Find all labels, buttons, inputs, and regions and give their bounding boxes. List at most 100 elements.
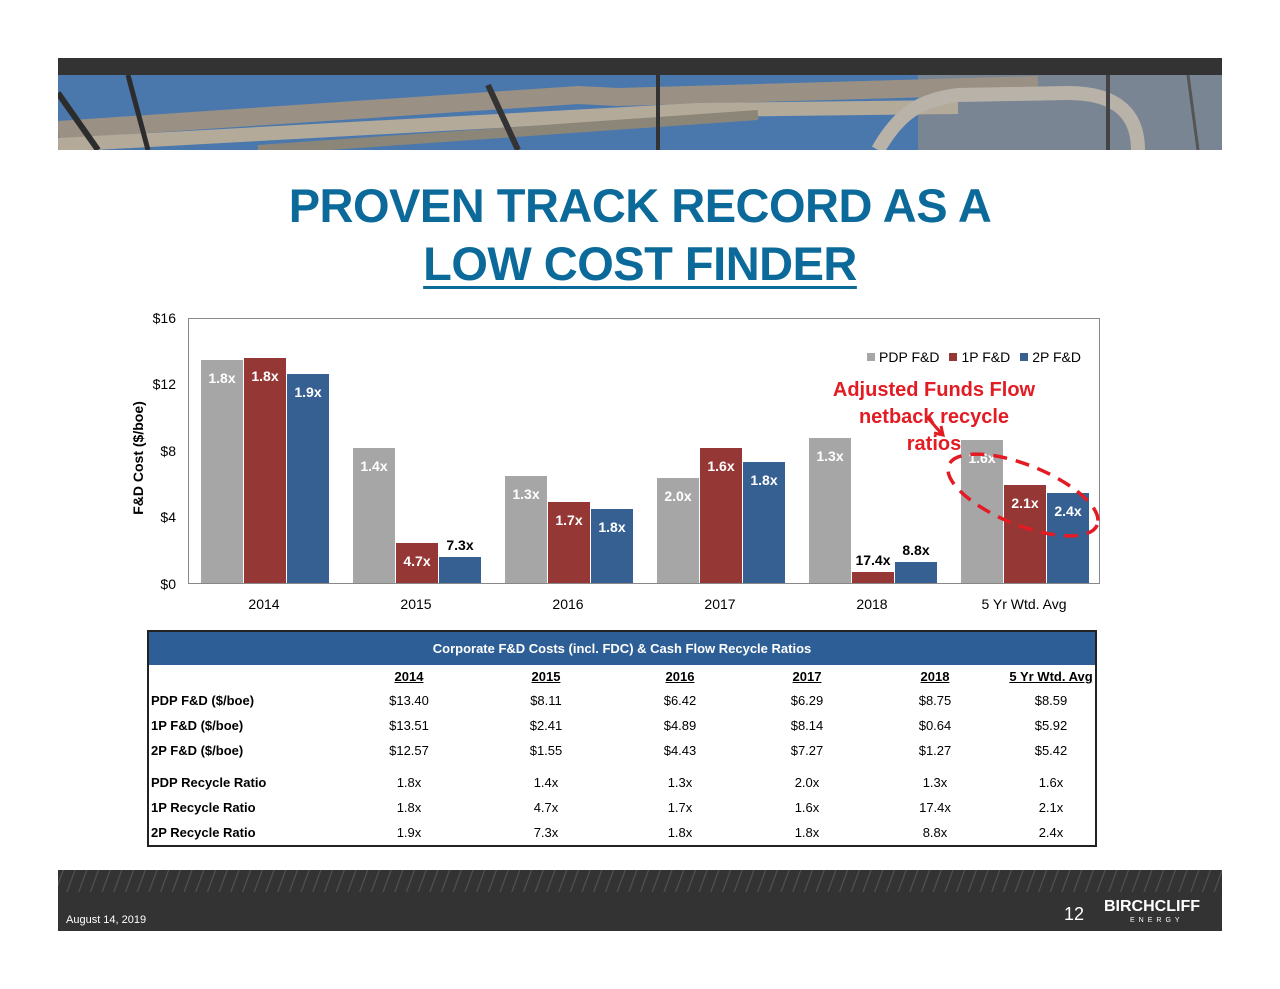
bar-1p-5: 2.1x: [1004, 485, 1046, 583]
bar-2p-1: 7.3x: [439, 537, 481, 583]
legend-item-2p: 2P F&D: [1020, 349, 1081, 365]
bar-recycle-ratio-label: 7.3x: [446, 537, 474, 553]
x-tick-label: 2015: [400, 596, 432, 612]
table-cell: $0.64: [918, 718, 952, 733]
bar-recycle-ratio-label: 1.8x: [251, 368, 279, 384]
table-header-row: 2014 2015 2016 2017 2018 5 Yr Wtd. Avg: [149, 665, 1095, 689]
table-cell: 1.8x: [396, 800, 422, 815]
slide-title-line1: PROVEN TRACK RECORD AS A: [288, 179, 992, 232]
bar-recycle-ratio-label: 2.4x: [1054, 503, 1082, 519]
table-cell: 2.1x: [1038, 800, 1064, 815]
table-cell: 1.8x: [667, 825, 693, 840]
legend-swatch-icon: [949, 353, 958, 361]
column-header: 2016: [665, 669, 695, 684]
table-cell: 1.6x: [794, 800, 820, 815]
bar-recycle-ratio-label: 1.8x: [598, 519, 626, 535]
bar-2p-2: 1.8x: [591, 509, 633, 583]
table-cell: 2.4x: [1038, 825, 1064, 840]
bar-1p-0: 1.8x: [244, 358, 286, 583]
bar-recycle-ratio-label: 1.9x: [294, 384, 322, 400]
table-cell: 1.9x: [396, 825, 422, 840]
legend-item-pdp: PDP F&D: [867, 349, 939, 365]
bar-pdp-0: 1.8x: [201, 360, 243, 583]
table-cell: $13.51: [389, 718, 429, 733]
y-tick: $0: [160, 576, 176, 592]
bar-2p-3: 1.8x: [743, 462, 785, 583]
bar-2p-4: 8.8x: [895, 542, 937, 583]
table-cell: $8.59: [1034, 693, 1068, 708]
y-tick: $4: [160, 509, 176, 525]
column-header: 2018: [920, 669, 950, 684]
table-row: 1P F&D ($/boe) $13.51 $2.41 $4.89 $8.14 $0.64…: [149, 714, 1095, 738]
footer-date: August 14, 2019: [66, 914, 147, 926]
bar-1p-1: 4.7x: [396, 543, 438, 583]
table-cell: $2.41: [529, 718, 563, 733]
table-cell: $13.40: [389, 693, 429, 708]
legend-swatch-icon: [1020, 353, 1029, 361]
table-cell: 4.7x: [533, 800, 559, 815]
chart-legend: PDP F&D 1P F&D 2P F&D: [867, 349, 1081, 365]
table-cell: $1.27: [918, 743, 952, 758]
table-cell: 1.3x: [922, 775, 948, 790]
table-cell: 1.4x: [533, 775, 559, 790]
table-cell: 1.7x: [667, 800, 693, 815]
annotation-arrow-and-ellipse: [925, 416, 1100, 538]
annotation-line: Adjusted Funds Flow: [832, 379, 1036, 401]
legend-item-1p: 1P F&D: [949, 349, 1010, 365]
bar-recycle-ratio-label: 1.3x: [816, 448, 844, 464]
column-header: 2014: [394, 669, 424, 684]
header-photo-banner: [58, 75, 1222, 150]
bar-recycle-ratio-label: 2.0x: [664, 488, 692, 504]
table-cell: 8.8x: [922, 825, 948, 840]
legend-label: PDP F&D: [879, 349, 940, 365]
legend-label: 1P F&D: [961, 349, 1011, 365]
bar-pdp-5: 1.6x: [961, 440, 1003, 583]
table-cell: $4.89: [663, 718, 697, 733]
column-header: 2017: [792, 669, 822, 684]
annotation-line: netback recycle: [858, 406, 1010, 428]
pipes-illustration: [58, 75, 1222, 150]
bar-recycle-ratio-label: 1.7x: [555, 512, 583, 528]
x-tick-label: 5 Yr Wtd. Avg: [981, 596, 1067, 612]
page-number: 12: [1064, 904, 1085, 924]
table-cell: 1.6x: [1038, 775, 1064, 790]
bar-recycle-ratio-label: 1.8x: [750, 472, 778, 488]
table-cell: 1.3x: [667, 775, 693, 790]
annotation-line: ratios: [906, 433, 962, 455]
fd-cost-bar-chart: F&D Cost ($/boe) $16 $12 $8 $4 $0 PDP F&…: [100, 300, 1120, 620]
table-cell: $4.43: [663, 743, 697, 758]
company-logo-subtitle: ENERGY: [1130, 917, 1184, 924]
table-cell: 2.0x: [794, 775, 820, 790]
table-cell: $6.42: [663, 693, 697, 708]
bar-recycle-ratio-label: 1.8x: [208, 370, 236, 386]
row-label: 1P Recycle Ratio: [151, 800, 256, 815]
table-title: Corporate F&D Costs (incl. FDC) & Cash F…: [149, 632, 1095, 665]
slide-title-line2: LOW COST FINDER: [0, 236, 1280, 291]
table-cell: 17.4x: [919, 800, 951, 815]
top-bar: [58, 58, 1222, 75]
bar-pdp-4: 1.3x: [809, 438, 851, 583]
legend-label: 2P F&D: [1032, 349, 1081, 365]
column-header: 2015: [531, 669, 561, 684]
row-label: 2P F&D ($/boe): [151, 743, 244, 758]
footer-pattern: [58, 870, 1222, 892]
y-tick: $8: [160, 443, 176, 459]
bar-pdp-1: 1.4x: [353, 448, 395, 583]
row-label: PDP Recycle Ratio: [151, 775, 267, 790]
x-tick-label: 2018: [856, 596, 888, 612]
company-logo: BIRCHCLIFF: [1104, 898, 1200, 915]
table-row: PDP Recycle Ratio 1.8x 1.4x 1.3x 2.0x 1.3x 1.6…: [149, 771, 1095, 795]
table-cell: $7.27: [790, 743, 824, 758]
bar-1p-3: 1.6x: [700, 448, 742, 583]
column-header: 5 Yr Wtd. Avg: [1009, 669, 1093, 684]
bar-recycle-ratio-label: 1.6x: [707, 458, 735, 474]
table-row: PDP F&D ($/boe) $13.40 $8.11 $6.42 $6.29 $8.7…: [149, 689, 1095, 713]
slide-title-underlined: LOW COST FINDER: [423, 237, 857, 290]
table-cell: $8.75: [918, 693, 952, 708]
bar-recycle-ratio-label: 1.3x: [512, 486, 540, 502]
bar-pdp-2: 1.3x: [505, 476, 547, 583]
row-label: 1P F&D ($/boe): [151, 718, 244, 733]
bar-1p-4: 17.4x: [852, 552, 894, 583]
table-cell: $12.57: [389, 743, 429, 758]
bar-1p-2: 1.7x: [548, 502, 590, 583]
